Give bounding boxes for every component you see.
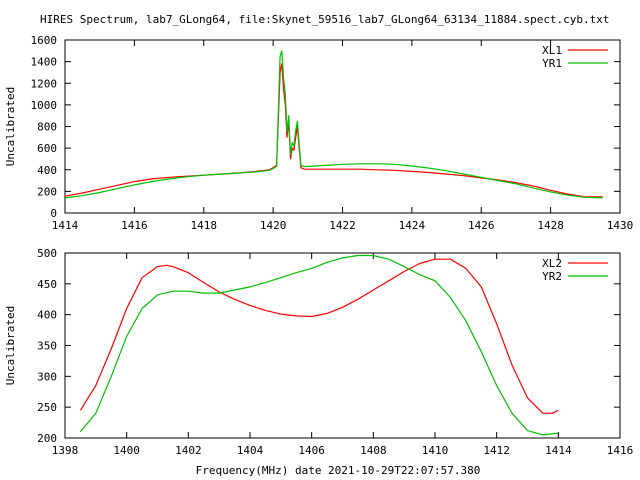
- lower-spectrum-chart: 1398 1400 1402 1404 1406 1408 1410 1412 1414 1416…: [4, 247, 633, 457]
- x-tick-label: 1430: [607, 219, 634, 232]
- y-tick-label: 350: [37, 340, 57, 353]
- x-tick-label: 1416: [607, 444, 634, 457]
- upper-spectrum-chart: 1414 1416 1418 1420 1422 1424 1426 1428 1430 0 200…: [4, 34, 633, 232]
- series-line-yr2: [79, 254, 559, 436]
- y-tick-label: 800: [37, 121, 57, 134]
- x-tick-label: 1398: [52, 444, 79, 457]
- x-tick-label: 1428: [537, 219, 564, 232]
- legend-label: YR2: [542, 270, 562, 283]
- y-tick-label: 250: [37, 401, 57, 414]
- legend-label: XL2: [542, 257, 562, 270]
- x-tick-label: 1420: [260, 219, 287, 232]
- series-line-yr1: [64, 50, 603, 199]
- legend-label: XL1: [542, 44, 562, 57]
- y-tick-label: 400: [37, 309, 57, 322]
- figure-title: HIRES Spectrum, lab7_GLong64, file:Skyne…: [40, 13, 610, 26]
- y-tick-label: 1400: [31, 56, 58, 69]
- series-line-xl2: [79, 258, 559, 414]
- x-tick-label: 1414: [545, 444, 572, 457]
- x-tick-label: 1406: [298, 444, 325, 457]
- x-tick-label: 1402: [175, 444, 202, 457]
- x-tick-label: 1422: [329, 219, 356, 232]
- x-tick-label: 1412: [483, 444, 510, 457]
- y-tick-label: 1000: [31, 99, 58, 112]
- x-tick-label: 1426: [468, 219, 495, 232]
- x-tick-label: 1404: [237, 444, 264, 457]
- legend-label: YR1: [542, 57, 562, 70]
- x-tick-label: 1410: [422, 444, 449, 457]
- x-tick-label: 1408: [360, 444, 387, 457]
- y-tick-label: 200: [37, 432, 57, 445]
- y-tick-label: 400: [37, 164, 57, 177]
- y-tick-label: 1600: [31, 34, 58, 47]
- x-axis-label: Frequency(MHz) date 2021-10-29T22:07:57.…: [196, 464, 481, 477]
- y-tick-label: 0: [50, 207, 57, 220]
- y-tick-label: 200: [37, 185, 57, 198]
- x-tick-label: 1416: [121, 219, 148, 232]
- series-line-xl1: [64, 63, 603, 198]
- x-tick-label: 1414: [52, 219, 79, 232]
- y-tick-label: 500: [37, 247, 57, 260]
- y-tick-label: 300: [37, 370, 57, 383]
- plot-frame: [64, 252, 621, 439]
- y-tick-label: 1200: [31, 77, 58, 90]
- x-tick-label: 1418: [191, 219, 218, 232]
- y-tick-label: 600: [37, 142, 57, 155]
- y-axis-label: Uncalibrated: [4, 87, 17, 166]
- y-tick-label: 450: [37, 278, 57, 291]
- y-axis-label: Uncalibrated: [4, 306, 17, 385]
- x-tick-label: 1400: [113, 444, 140, 457]
- x-tick-label: 1424: [399, 219, 426, 232]
